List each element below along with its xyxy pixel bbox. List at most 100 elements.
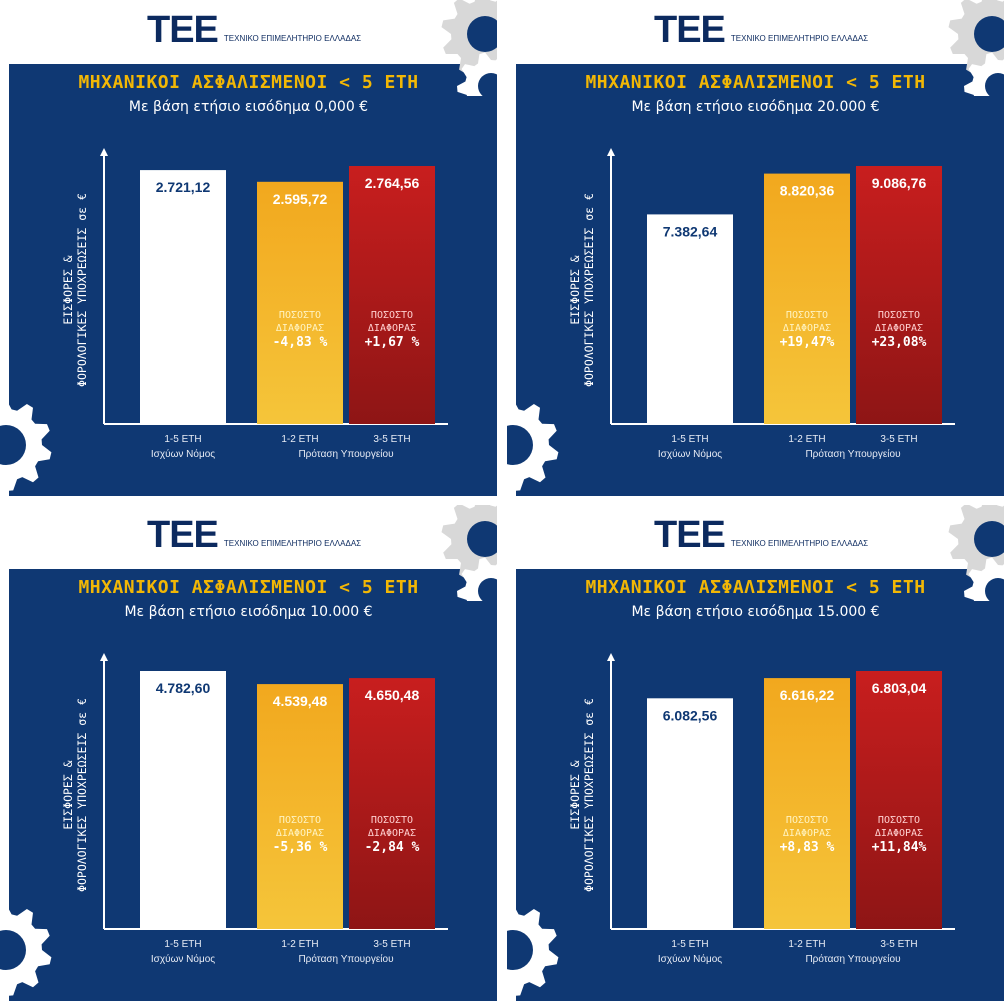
bar-chart: ΕΙΣΦΟΡΕΣ & ΦΟΡΟΛΟΓΙΚΕΣ ΥΠΟΧΡΕΩΣΕΙΣ σε € 2.… xyxy=(61,148,448,460)
chart-subtitle: Με βάση ετήσιο εισόδημα 10.000 € xyxy=(124,604,373,620)
x-group-label: Πρόταση Υπουργείου xyxy=(805,953,900,965)
gear-icon xyxy=(441,505,497,601)
y-axis-label: ΦΟΡΟΛΟΓΙΚΕΣ ΥΠΟΧΡΕΩΣΕΙΣ σε € xyxy=(75,193,89,387)
y-axis-label: ΦΟΡΟΛΟΓΙΚΕΣ ΥΠΟΧΡΕΩΣΕΙΣ σε € xyxy=(582,193,596,387)
bar-value-label: 6.616,22 xyxy=(780,687,835,703)
x-group-label: Πρόταση Υπουργείου xyxy=(298,953,393,965)
bar xyxy=(764,678,850,929)
logo-text: ΤΕΧΝΙΚΟ ΕΠΙΜΕΛΗΤΗΡΙΟ ΕΛΛΑΔΑΣ xyxy=(223,34,362,43)
y-axis-arrow-icon xyxy=(607,148,615,156)
bar-value-label: 4.650,48 xyxy=(365,687,420,703)
chart-title: ΜΗΧΑΝΙΚΟΙ ΑΣΦΑΛΙΣΜΕΝΟΙ < 5 ΕΤΗ xyxy=(585,577,926,598)
logo-text: ΤΕΧΝΙΚΟ ΕΠΙΜΕΛΗΤΗΡΙΟ ΕΛΛΑΔΑΣ xyxy=(730,539,869,548)
bar-value-label: 2.764,56 xyxy=(365,175,420,191)
bar xyxy=(764,173,850,424)
chart-subtitle: Με βάση ετήσιο εισόδημα 20.000 € xyxy=(631,99,880,115)
bar-value-label: 4.782,60 xyxy=(156,680,211,696)
gear-icon xyxy=(0,399,52,491)
y-axis-label: ΦΟΡΟΛΟΓΙΚΕΣ ΥΠΟΧΡΕΩΣΕΙΣ σε € xyxy=(75,698,89,892)
bar-value-label: 8.820,36 xyxy=(780,183,835,199)
x-group-label: Ισχύων Νόμος xyxy=(658,953,722,965)
logo-mark: TEE xyxy=(147,9,219,51)
y-axis-label: ΦΟΡΟΛΟΓΙΚΕΣ ΥΠΟΧΡΕΩΣΕΙΣ σε € xyxy=(582,698,596,892)
logo-bar: TEE ΤΕΧΝΙΚΟ ΕΠΙΜΕΛΗΤΗΡΙΟ ΕΛΛΑΔΑΣ xyxy=(0,0,497,64)
bar-chart: ΕΙΣΦΟΡΕΣ & ΦΟΡΟΛΟΓΙΚΕΣ ΥΠΟΧΡΕΩΣΕΙΣ σε € 4.… xyxy=(61,653,448,965)
bar xyxy=(856,671,942,929)
diff-label: ΔΙΑΦΟΡΑΣ xyxy=(368,323,416,334)
chart-title: ΜΗΧΑΝΙΚΟΙ ΑΣΦΑΛΙΣΜΕΝΟΙ < 5 ΕΤΗ xyxy=(78,577,419,598)
logo-bar: TEE ΤΕΧΝΙΚΟ ΕΠΙΜΕΛΗΤΗΡΙΟ ΕΛΛΑΔΑΣ xyxy=(507,0,1004,64)
tee-logo: TEE ΤΕΧΝΙΚΟ ΕΠΙΜΕΛΗΤΗΡΙΟ ΕΛΛΑΔΑΣ xyxy=(147,514,361,556)
logo-bar: TEE ΤΕΧΝΙΚΟ ΕΠΙΜΕΛΗΤΗΡΙΟ ΕΛΛΑΔΑΣ xyxy=(507,505,1004,569)
diff-value: -5,36 % xyxy=(273,840,328,855)
y-axis-arrow-icon xyxy=(607,653,615,661)
tee-logo: TEE ΤΕΧΝΙΚΟ ΕΠΙΜΕΛΗΤΗΡΙΟ ΕΛΛΑΔΑΣ xyxy=(147,9,362,51)
gear-icon xyxy=(948,505,1004,601)
gear-icon xyxy=(948,0,1004,96)
x-tick-label: 1-2 ΕΤΗ xyxy=(281,939,318,950)
diff-label: ΔΙΑΦΟΡΑΣ xyxy=(276,323,324,334)
logo-mark: TEE xyxy=(147,514,219,556)
logo-mark: TEE xyxy=(654,9,726,51)
diff-label: ΠΟΣΟΣΤΟ xyxy=(786,815,828,826)
x-group-label: Πρόταση Υπουργείου xyxy=(805,448,900,460)
bar-value-label: 4.539,48 xyxy=(273,693,328,709)
x-group-label: Ισχύων Νόμος xyxy=(151,953,215,965)
chart-panel: TEE ΤΕΧΝΙΚΟ ΕΠΙΜΕΛΗΤΗΡΙΟ ΕΛΛΑΔΑΣ ΜΗΧΑΝΙΚΟΙ… xyxy=(507,0,1004,496)
bar xyxy=(140,170,226,424)
logo-text: ΤΕΧΝΙΚΟ ΕΠΙΜΕΛΗΤΗΡΙΟ ΕΛΛΑΔΑΣ xyxy=(730,34,869,43)
diff-label: ΠΟΣΟΣΤΟ xyxy=(279,815,321,826)
bar-value-label: 9.086,76 xyxy=(872,175,927,191)
x-group-label: Ισχύων Νόμος xyxy=(151,448,215,460)
bar-value-label: 2.595,72 xyxy=(273,191,328,207)
diff-label: ΠΟΣΟΣΤΟ xyxy=(371,310,413,321)
diff-label: ΠΟΣΟΣΤΟ xyxy=(878,815,920,826)
diff-label: ΠΟΣΟΣΤΟ xyxy=(878,310,920,321)
diff-label: ΔΙΑΦΟΡΑΣ xyxy=(783,323,831,334)
diff-value: +8,83 % xyxy=(780,840,835,855)
diff-label: ΠΟΣΟΣΤΟ xyxy=(371,815,413,826)
gear-icon xyxy=(507,904,559,996)
bar xyxy=(257,181,343,424)
bar xyxy=(856,166,942,424)
diff-label: ΠΟΣΟΣΤΟ xyxy=(786,310,828,321)
x-tick-label: 3-5 ΕΤΗ xyxy=(880,434,917,445)
bar-value-label: 6.082,56 xyxy=(663,707,718,723)
gear-icon xyxy=(0,904,52,996)
diff-value: -4,83 % xyxy=(273,335,328,350)
diff-label: ΔΙΑΦΟΡΑΣ xyxy=(875,323,923,334)
logo-bar: TEE ΤΕΧΝΙΚΟ ΕΠΙΜΕΛΗΤΗΡΙΟ ΕΛΛΑΔΑΣ xyxy=(0,505,497,569)
y-axis-arrow-icon xyxy=(100,653,108,661)
y-axis-label: ΕΙΣΦΟΡΕΣ & xyxy=(568,255,582,324)
diff-value: +23,08% xyxy=(872,335,927,350)
bar xyxy=(349,678,435,929)
x-tick-label: 1-2 ΕΤΗ xyxy=(788,939,825,950)
y-axis-label: ΕΙΣΦΟΡΕΣ & xyxy=(568,760,582,829)
bar-chart: ΕΙΣΦΟΡΕΣ & ΦΟΡΟΛΟΓΙΚΕΣ ΥΠΟΧΡΕΩΣΕΙΣ σε € 6.… xyxy=(568,653,955,965)
logo-mark: TEE xyxy=(654,514,726,556)
x-tick-label: 1-2 ΕΤΗ xyxy=(281,434,318,445)
x-group-label: Ισχύων Νόμος xyxy=(658,448,722,460)
x-tick-label: 1-5 ΕΤΗ xyxy=(671,434,708,445)
bar-chart: ΕΙΣΦΟΡΕΣ & ΦΟΡΟΛΟΓΙΚΕΣ ΥΠΟΧΡΕΩΣΕΙΣ σε € 7.… xyxy=(568,148,955,460)
x-tick-label: 3-5 ΕΤΗ xyxy=(373,939,410,950)
x-group-label: Πρόταση Υπουργείου xyxy=(298,448,393,460)
chart-panel: TEE ΤΕΧΝΙΚΟ ΕΠΙΜΕΛΗΤΗΡΙΟ ΕΛΛΑΔΑΣ ΜΗΧΑΝΙΚΟΙ… xyxy=(0,505,497,1001)
chart-subtitle: Με βάση ετήσιο εισόδημα 0,000 € xyxy=(128,99,369,115)
chart-subtitle: Με βάση ετήσιο εισόδημα 15.000 € xyxy=(631,604,880,620)
bar-value-label: 6.803,04 xyxy=(872,680,927,696)
diff-value: -2,84 % xyxy=(365,840,420,855)
bar xyxy=(140,671,226,929)
diff-label: ΔΙΑΦΟΡΑΣ xyxy=(875,828,923,839)
x-tick-label: 3-5 ΕΤΗ xyxy=(373,434,410,445)
diff-label: ΔΙΑΦΟΡΑΣ xyxy=(368,828,416,839)
y-axis-arrow-icon xyxy=(100,148,108,156)
x-tick-label: 3-5 ΕΤΗ xyxy=(880,939,917,950)
bar-value-label: 2.721,12 xyxy=(156,179,211,195)
diff-value: +11,84% xyxy=(872,840,927,855)
tee-logo: TEE ΤΕΧΝΙΚΟ ΕΠΙΜΕΛΗΤΗΡΙΟ ΕΛΛΑΔΑΣ xyxy=(654,9,869,51)
gear-icon xyxy=(507,399,559,491)
bar xyxy=(257,684,343,929)
bar xyxy=(647,698,733,929)
y-axis-label: ΕΙΣΦΟΡΕΣ & xyxy=(61,255,75,324)
